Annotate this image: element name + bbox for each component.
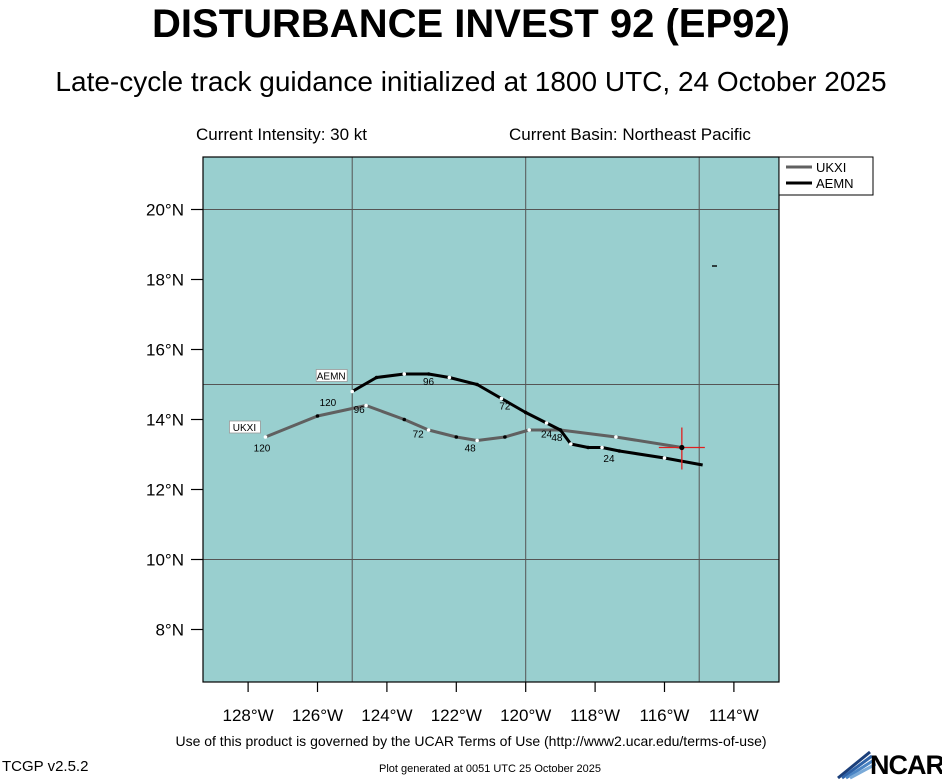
track-end-label-text: AEMN (317, 372, 346, 383)
x-tick-label: 114°W (709, 706, 759, 725)
track-point (523, 410, 528, 415)
track-line-ukxi (264, 404, 683, 449)
track-point (315, 414, 320, 418)
track-point (447, 375, 452, 380)
track-line-aemn (351, 372, 703, 467)
track-point (558, 428, 563, 432)
forecast-hour-label: 24 (541, 430, 553, 441)
forecast-hour-label: 72 (413, 430, 425, 441)
current-basin: Current Basin: Northeast Pacific (509, 125, 751, 144)
current-position-dot (679, 444, 685, 451)
y-tick-label: 8°N (155, 621, 184, 640)
track-end-label-ukxi: UKXI (229, 420, 261, 434)
track-point (350, 389, 355, 394)
forecast-hour-label: 72 (499, 402, 511, 413)
track-point (402, 372, 407, 376)
track-point (544, 421, 549, 425)
x-tick-label: 124°W (361, 706, 412, 725)
track-point (527, 428, 531, 432)
track-point (569, 442, 573, 446)
chart-title: DISTURBANCE INVEST 92 (EP92) (152, 2, 790, 46)
y-tick-label: 20°N (146, 201, 184, 220)
x-tick-label: 122°W (431, 706, 482, 725)
x-tick-label: 116°W (640, 706, 690, 725)
y-tick-label: 14°N (146, 411, 184, 430)
y-tick-label: 16°N (146, 341, 184, 360)
y-tick-label: 10°N (146, 551, 184, 570)
current-intensity: Current Intensity: 30 kt (196, 125, 368, 144)
legend-label-ukxi: UKXI (816, 160, 846, 175)
forecast-hour-label: 24 (603, 454, 615, 465)
forecast-hour-label: 120 (320, 398, 337, 409)
track-point (662, 456, 667, 460)
track-point (364, 403, 368, 408)
track-end-label-box (229, 420, 261, 434)
x-tick-label: 118°W (570, 706, 620, 725)
x-tick-label: 120°W (500, 706, 551, 725)
track-point (426, 372, 431, 376)
version-label: TCGP v2.5.2 (2, 758, 89, 775)
track-point (503, 435, 507, 439)
terms-of-use[interactable]: Use of this product is governed by the U… (175, 733, 767, 749)
track-end-label-text: UKXI (233, 423, 256, 434)
x-tick-label: 128°W (222, 706, 273, 725)
track-point (614, 435, 618, 439)
forecast-hour-label: 48 (465, 444, 477, 455)
track-point (617, 449, 622, 453)
track-point (586, 445, 590, 450)
y-tick-label: 18°N (146, 271, 184, 290)
ncar-logo-text: NCAR (870, 750, 942, 780)
track-end-label-aemn: AEMN (315, 369, 348, 383)
legend-label-aemn: AEMN (816, 176, 854, 191)
chart-subtitle: Late-cycle track guidance initialized at… (55, 66, 887, 97)
x-tick-label: 126°W (292, 706, 343, 725)
ncar-logo: NCAR (836, 748, 942, 780)
track-point (402, 417, 407, 422)
track-point (263, 435, 268, 439)
track-point (426, 428, 431, 432)
forecast-hour-label: 96 (354, 405, 366, 416)
forecast-hour-label: 48 (551, 433, 563, 444)
track-point (475, 438, 479, 443)
forecast-hour-label: 96 (423, 377, 435, 388)
track-point (374, 375, 379, 380)
track-point (475, 382, 479, 387)
forecast-hour-label: 120 (254, 444, 271, 455)
legend-box (778, 156, 874, 196)
ocean-background (203, 157, 779, 682)
track-point (499, 396, 504, 401)
track-point (454, 435, 459, 439)
track-point (600, 445, 604, 450)
y-tick-label: 12°N (146, 481, 184, 500)
ncar-wave-icon (837, 750, 876, 780)
generated-timestamp: Plot generated at 0051 UTC 25 October 20… (379, 763, 601, 775)
track-end-label-box (315, 369, 348, 382)
